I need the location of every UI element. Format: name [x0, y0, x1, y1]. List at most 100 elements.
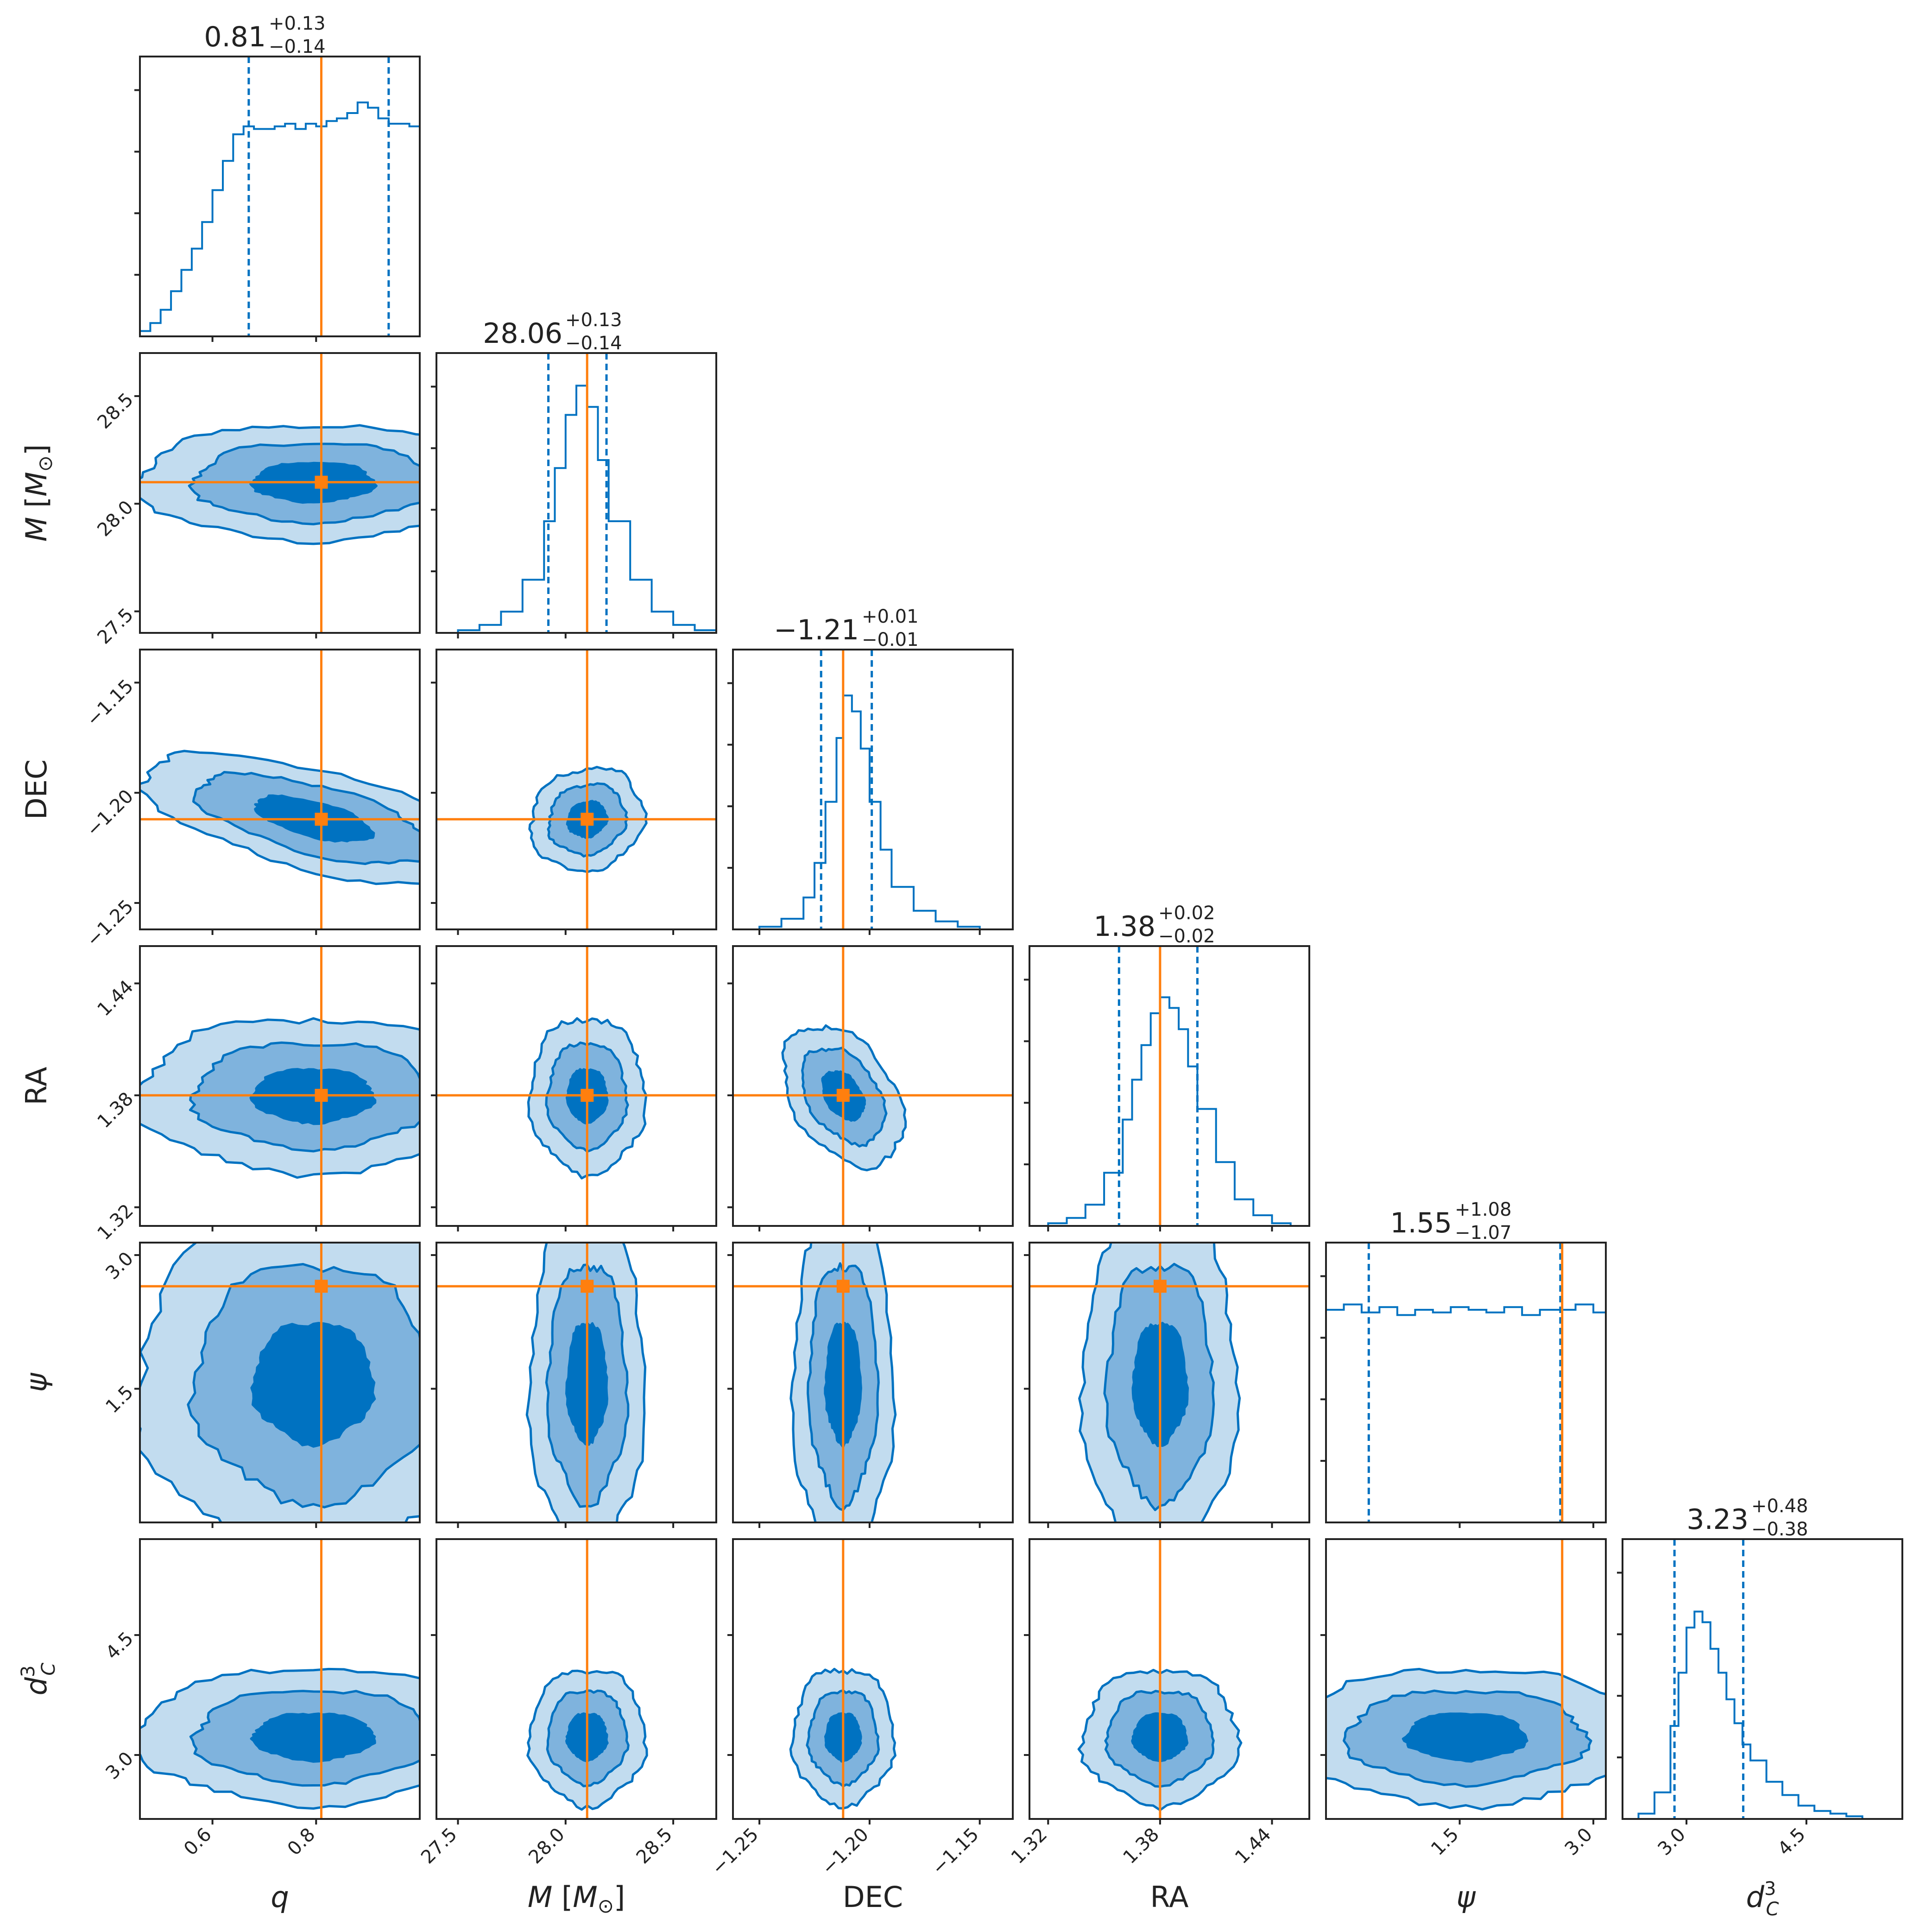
truth-marker: [581, 1280, 594, 1293]
truth-marker: [315, 1089, 328, 1102]
contour-group: [789, 1539, 897, 1819]
contour-group: [436, 1243, 716, 1522]
pair-frame: [139, 352, 421, 634]
title-plus-dC3: +0.48: [1751, 1496, 1808, 1517]
xlabel-DEC: DEC: [843, 1880, 903, 1914]
title-median-psi: 1.55: [1390, 1207, 1452, 1239]
hist-panel-q: [134, 56, 421, 337]
xtick-label-M: 28.0: [524, 1824, 569, 1869]
diag-title-DEC: −1.21 +0.01−0.01: [774, 606, 918, 650]
xtick-label-psi: 3.0: [1561, 1824, 1597, 1860]
hist-background: [1029, 946, 1309, 1226]
ylabel-dC3: d3C: [18, 1663, 59, 1696]
ytick-label-psi: 1.5: [101, 1382, 138, 1418]
pair-panel-q-psi: [139, 1242, 421, 1523]
hist-background: [1326, 1243, 1606, 1522]
pair-panel-M-psi: [436, 1242, 717, 1523]
pair-frame: [732, 1242, 1014, 1523]
contour-group: [1029, 1243, 1309, 1522]
contour-group: [140, 1243, 420, 1522]
ytick-label-dC3: 3.0: [101, 1748, 138, 1784]
hist-frame-M: [436, 352, 717, 634]
pair-frame: [732, 945, 1014, 1227]
xlabel-dC3: d3 C: [1746, 1878, 1779, 1920]
title-median-dC3: 3.23: [1686, 1503, 1749, 1536]
ylabel-DEC: DEC: [19, 759, 53, 820]
contour-group: [140, 650, 420, 929]
contour-group: [733, 1243, 1013, 1522]
hist-frame-dC3: [1622, 1538, 1903, 1820]
hist-background: [1623, 1539, 1902, 1819]
xtick-label-DEC: −1.20: [818, 1824, 873, 1879]
ytick-label-DEC: −1.20: [82, 786, 138, 841]
contour-group: [733, 946, 1013, 1226]
truth-marker: [581, 813, 594, 826]
xlabel-M: M [M⊙]: [528, 1880, 625, 1917]
xlabel-q: q: [271, 1880, 289, 1914]
diag-title-M: 28.06 +0.13−0.14: [483, 309, 622, 354]
contour-level-3: [250, 1322, 376, 1448]
contour-group: [436, 650, 716, 929]
title-median-M: 28.06: [483, 317, 562, 350]
histogram-line-q: [140, 101, 421, 332]
hist-panel-dC3: [1617, 1538, 1903, 1820]
truth-marker: [315, 813, 328, 826]
ylabel-RA: RA: [19, 1067, 53, 1105]
ytick-label-dC3: 4.5: [101, 1628, 138, 1664]
histogram-line-DEC: [733, 695, 1013, 930]
title-plus-psi: +1.08: [1455, 1199, 1512, 1220]
contour-group: [1326, 1539, 1606, 1819]
histogram-line-RA: [1029, 996, 1309, 1227]
pair-panel-DEC-RA: [732, 945, 1014, 1227]
truth-marker: [836, 1089, 850, 1102]
pair-panel-q-M: [139, 352, 421, 634]
title-minus-RA: −0.02: [1158, 926, 1215, 947]
pair-frame: [436, 945, 717, 1227]
xtick-label-q: 0.8: [284, 1824, 320, 1860]
pair-panel-M-DEC: [436, 649, 717, 930]
truth-marker: [581, 1089, 594, 1102]
xtick-label-dC3: 3.0: [1654, 1824, 1690, 1860]
title-plus-RA: +0.02: [1158, 903, 1215, 924]
pair-frame: [436, 649, 717, 930]
hist-panel-RA: [1024, 945, 1310, 1227]
title-minus-psi: −1.07: [1455, 1222, 1512, 1244]
pair-frame: [436, 1538, 717, 1820]
hist-panel-psi: [1320, 1242, 1607, 1523]
pair-frame: [436, 1242, 717, 1523]
pair-frame: [139, 945, 421, 1227]
contour-level-3: [1402, 1712, 1528, 1763]
pair-frame: [1029, 1242, 1310, 1523]
diag-title-RA: 1.38 +0.02−0.02: [1093, 903, 1215, 947]
ytick-label-M: 28.5: [93, 389, 138, 433]
title-minus-dC3: −0.38: [1751, 1519, 1808, 1540]
pair-frame: [139, 1538, 421, 1820]
title-plus-DEC: +0.01: [862, 606, 919, 627]
histogram-line-M: [436, 385, 717, 634]
histogram-line-dC3: [1623, 1610, 1902, 1820]
hist-frame-RA: [1029, 945, 1310, 1227]
hist-panel-DEC: [727, 649, 1014, 930]
contour-level-3: [250, 1712, 376, 1763]
pair-panel-q-dC3: [139, 1538, 421, 1820]
contour-group: [140, 1539, 420, 1819]
xlabel-psi: ψ: [1457, 1880, 1476, 1914]
pair-frame: [1029, 1538, 1310, 1820]
xtick-label-dC3: 4.5: [1774, 1824, 1810, 1860]
ytick-label-DEC: −1.15: [82, 676, 138, 731]
pair-frame: [139, 1242, 421, 1523]
ytick-label-RA: 1.32: [93, 1200, 138, 1244]
contour-group: [1077, 1539, 1243, 1819]
hist-frame-DEC: [732, 649, 1014, 930]
pair-frame: [139, 649, 421, 930]
title-median-RA: 1.38: [1093, 910, 1155, 943]
contour-group: [436, 946, 716, 1226]
histogram-line-psi: [1326, 1303, 1607, 1316]
title-minus-q: −0.14: [269, 36, 326, 57]
xtick-label-q: 0.6: [180, 1824, 216, 1860]
ytick-label-DEC: −1.25: [82, 896, 138, 951]
xtick-label-DEC: −1.15: [928, 1824, 983, 1879]
xtick-label-DEC: −1.25: [707, 1824, 763, 1879]
xtick-label-RA: 1.44: [1231, 1824, 1275, 1869]
ytick-label-psi: 3.0: [101, 1248, 138, 1284]
